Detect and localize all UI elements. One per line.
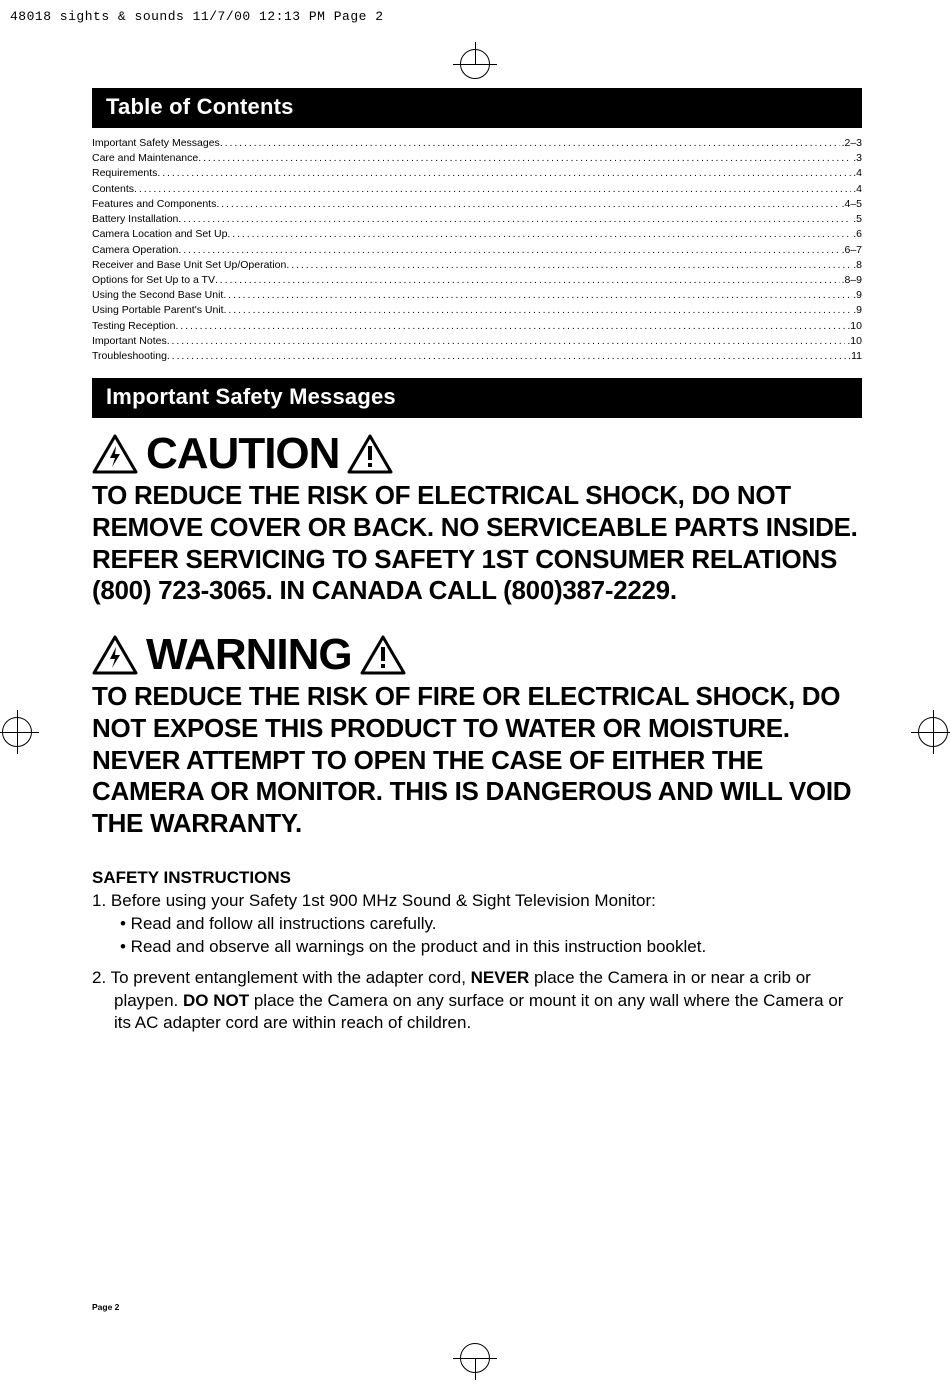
toc-page: .9 (851, 303, 862, 318)
toc-label: Features and Components (92, 197, 216, 212)
instruction-1b: • Read and observe all warnings on the p… (92, 936, 862, 959)
bolt-triangle-icon (92, 434, 138, 474)
toc-dots (220, 136, 840, 146)
page-number: Page 2 (92, 1302, 119, 1312)
toc-dots (134, 182, 851, 192)
toc-row: Important Safety Messages .2–3 (92, 136, 862, 151)
toc-row: Using the Second Base Unit .9 (92, 288, 862, 303)
toc-page: .8–9 (840, 273, 862, 288)
exclaim-triangle-icon (347, 434, 393, 474)
toc-page: .8 (851, 258, 862, 273)
toc-page: .10 (845, 334, 862, 349)
toc-dots (157, 166, 851, 176)
page-content: Table of Contents Important Safety Messa… (92, 88, 862, 1035)
toc-row: Receiver and Base Unit Set Up/Operation … (92, 258, 862, 273)
caution-heading-row: CAUTION (92, 432, 862, 476)
toc-page: .11 (846, 349, 862, 364)
crop-mark-top (453, 42, 497, 86)
safety-instructions-title: SAFETY INSTRUCTIONS (92, 868, 862, 888)
toc-label: Camera Operation (92, 243, 178, 258)
toc-dots (167, 334, 846, 344)
toc-dots (178, 243, 839, 253)
toc-dots (224, 303, 852, 313)
toc-row: Contents .4 (92, 182, 862, 197)
toc-dots (167, 349, 846, 359)
table-of-contents: Important Safety Messages.2–3Care and Ma… (92, 136, 862, 364)
toc-label: Using the Second Base Unit (92, 288, 223, 303)
toc-dots (178, 212, 851, 222)
caution-block: CAUTION TO REDUCE THE RISK OF ELECTRICAL… (92, 432, 862, 607)
toc-dots (175, 319, 845, 329)
caution-word: CAUTION (146, 432, 339, 476)
toc-row: Troubleshooting .11 (92, 349, 862, 364)
toc-label: Camera Location and Set Up (92, 227, 227, 242)
toc-page: .6–7 (840, 243, 862, 258)
toc-row: Requirements .4 (92, 166, 862, 181)
instruction-1: 1. Before using your Safety 1st 900 MHz … (92, 890, 862, 913)
toc-page: .4–5 (840, 197, 862, 212)
toc-label: Battery Installation (92, 212, 178, 227)
safety-instructions-list: 1. Before using your Safety 1st 900 MHz … (92, 890, 862, 1036)
toc-row: Camera Operation .6–7 (92, 243, 862, 258)
exclaim-triangle-icon (360, 635, 406, 675)
toc-row: Options for Set Up to a TV .8–9 (92, 273, 862, 288)
toc-label: Receiver and Base Unit Set Up/Operation (92, 258, 286, 273)
toc-row: Camera Location and Set Up .6 (92, 227, 862, 242)
toc-page: .4 (851, 182, 862, 197)
warning-heading-row: WARNING (92, 633, 862, 677)
toc-row: Features and Components .4–5 (92, 197, 862, 212)
toc-page: .3 (851, 151, 862, 166)
toc-label: Using Portable Parent's Unit (92, 303, 224, 318)
crop-mark-right (911, 710, 950, 754)
toc-page: .6 (851, 227, 862, 242)
toc-label: Requirements (92, 166, 157, 181)
slug-line: 48018 sights & sounds 11/7/00 12:13 PM P… (10, 9, 384, 24)
toc-page: .9 (851, 288, 862, 303)
toc-dots (227, 227, 851, 237)
toc-row: Using Portable Parent's Unit .9 (92, 303, 862, 318)
caution-body: TO REDUCE THE RISK OF ELECTRICAL SHOCK, … (92, 480, 862, 607)
toc-row: Care and Maintenance .3 (92, 151, 862, 166)
toc-label: Important Notes (92, 334, 167, 349)
toc-label: Care and Maintenance (92, 151, 198, 166)
toc-row: Testing Reception .10 (92, 319, 862, 334)
warning-block: WARNING TO REDUCE THE RISK OF FIRE OR EL… (92, 633, 862, 840)
toc-dots (215, 273, 840, 283)
crop-mark-bottom (453, 1336, 497, 1380)
toc-dots (216, 197, 839, 207)
bolt-triangle-icon (92, 635, 138, 675)
instruction-1a: • Read and follow all instructions caref… (92, 913, 862, 936)
crop-mark-left (0, 710, 39, 754)
toc-page: .4 (851, 166, 862, 181)
toc-label: Options for Set Up to a TV (92, 273, 215, 288)
warning-word: WARNING (146, 633, 352, 677)
toc-dots (286, 258, 851, 268)
toc-label: Troubleshooting (92, 349, 167, 364)
toc-label: Contents (92, 182, 134, 197)
safety-header: Important Safety Messages (92, 378, 862, 418)
toc-header: Table of Contents (92, 88, 862, 128)
warning-body: TO REDUCE THE RISK OF FIRE OR ELECTRICAL… (92, 681, 862, 840)
toc-row: Important Notes .10 (92, 334, 862, 349)
toc-page: .2–3 (840, 136, 862, 151)
toc-page: .10 (845, 319, 862, 334)
instruction-2: 2. To prevent entanglement with the adap… (92, 967, 862, 1036)
toc-dots (223, 288, 851, 298)
toc-label: Testing Reception (92, 319, 175, 334)
toc-label: Important Safety Messages (92, 136, 220, 151)
toc-dots (198, 151, 851, 161)
toc-page: .5 (851, 212, 862, 227)
toc-row: Battery Installation .5 (92, 212, 862, 227)
